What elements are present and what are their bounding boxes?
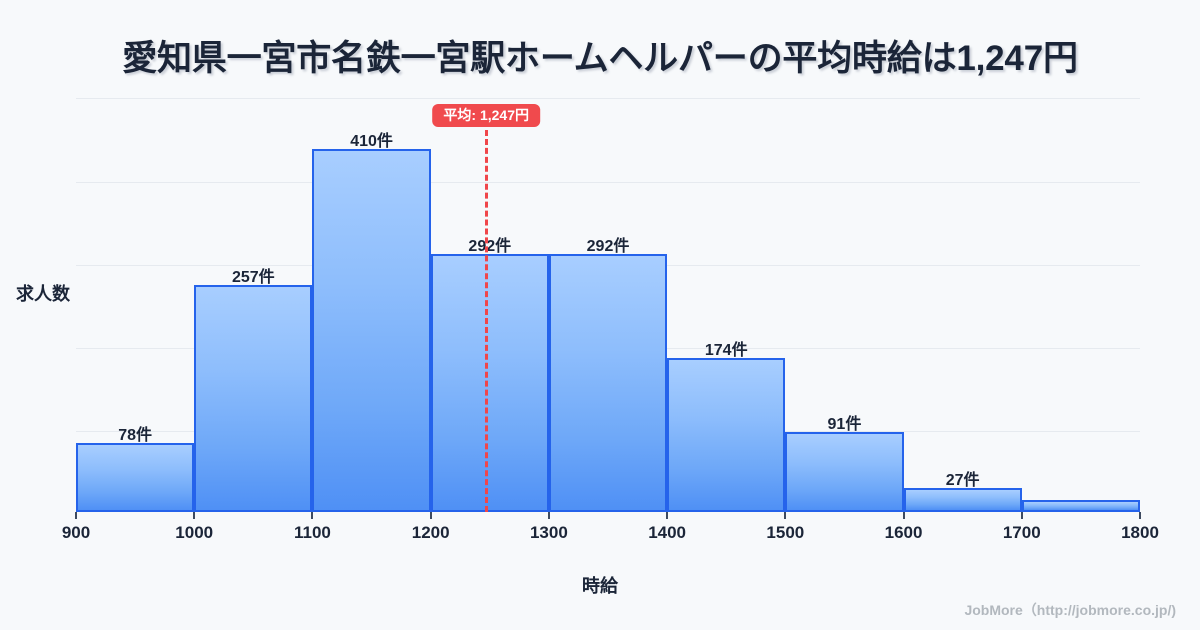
x-tick	[666, 512, 669, 519]
bar-value-label: 410件	[350, 133, 393, 151]
x-tick	[902, 512, 905, 519]
x-tick	[1020, 512, 1023, 519]
x-axis-title: 時給	[582, 576, 618, 596]
x-tick	[311, 512, 314, 519]
x-tick-label: 1200	[411, 523, 450, 542]
bar-value-label: 91件	[827, 415, 862, 433]
gridline	[76, 98, 1140, 99]
y-axis-title: 求人数	[16, 284, 70, 304]
x-tick-label: 900	[61, 523, 91, 542]
bar-value-label: 292件	[586, 237, 630, 255]
x-tick	[784, 512, 787, 519]
x-tick	[75, 512, 77, 519]
bar-value-label: 257件	[231, 268, 275, 286]
x-tick	[547, 512, 550, 519]
bar-1400-1500[interactable]	[667, 358, 786, 512]
bar-1200-1300[interactable]	[430, 253, 549, 512]
x-tick-label: 1700	[1002, 523, 1041, 542]
bar-900-1000[interactable]	[76, 443, 195, 512]
bar-1700-1800[interactable]	[1021, 499, 1140, 512]
plot-area	[76, 92, 1140, 512]
x-tick-label: 1500	[766, 523, 805, 542]
bar-value-label: 27件	[945, 472, 980, 490]
x-tick-label: 1000	[175, 523, 214, 542]
bar-1100-1200[interactable]	[312, 149, 431, 512]
bar-value-label: 292件	[468, 237, 512, 255]
x-tick	[1139, 512, 1141, 519]
x-tick-label: 1800	[1121, 523, 1159, 542]
bar-value-label: 78件	[118, 427, 153, 445]
bar-value-label: 174件	[704, 342, 748, 360]
watermark: JobMore（http://jobmore.co.jp/)	[964, 602, 1176, 618]
bar-1300-1400[interactable]	[548, 253, 668, 512]
x-axis-line	[76, 512, 1140, 514]
x-tick-label: 1400	[648, 523, 687, 542]
average-line	[484, 130, 488, 512]
x-tick	[193, 512, 196, 519]
x-tick-label: 1100	[293, 523, 331, 542]
x-tick	[429, 512, 432, 519]
bar-1000-1100[interactable]	[194, 284, 313, 512]
chart-title: 愛知県一宮市名鉄一宮駅ホームヘルパーの平均時給は1,247円	[122, 39, 1078, 78]
x-tick-label: 1600	[884, 523, 923, 542]
bar-1500-1600[interactable]	[785, 431, 904, 512]
bar-1600-1700[interactable]	[903, 488, 1022, 512]
x-tick-label: 1300	[529, 523, 568, 542]
average-badge: 平均: 1,247円	[432, 104, 541, 127]
gridline	[76, 182, 1140, 183]
